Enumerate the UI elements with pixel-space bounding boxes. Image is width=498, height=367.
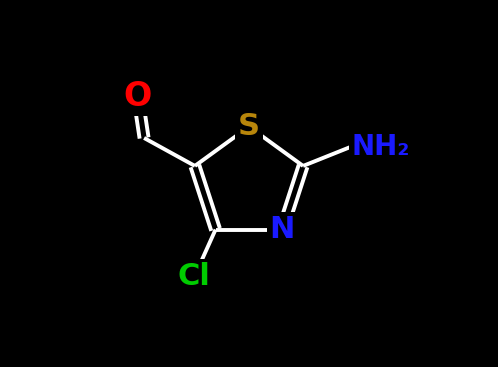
Text: O: O [124, 80, 152, 113]
Text: NH₂: NH₂ [352, 132, 410, 161]
Text: N: N [270, 215, 295, 244]
Text: Cl: Cl [178, 262, 211, 291]
Text: S: S [238, 112, 260, 141]
